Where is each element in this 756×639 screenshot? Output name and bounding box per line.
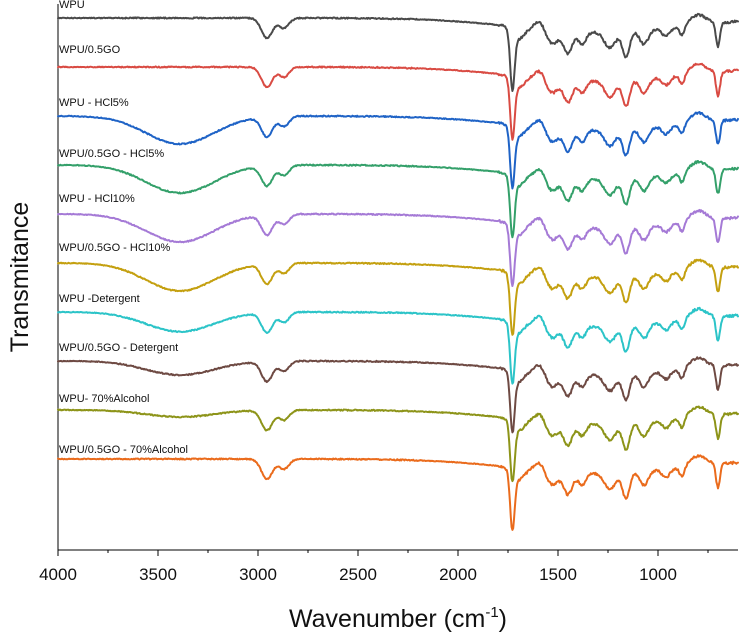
axes: 4000 3500 3000 2500 2000 1500 1000 xyxy=(39,4,738,584)
x-tick-label-1500: 1500 xyxy=(539,565,577,584)
y-axis-label: Transmitance xyxy=(6,202,34,353)
series-label-2: WPU/0.5GO xyxy=(59,44,121,56)
series-line-8 xyxy=(57,356,739,434)
series-line-9 xyxy=(57,405,739,483)
series-label-10: WPU/0.5GO - 70%Alcohol xyxy=(59,444,188,456)
series-line-7 xyxy=(57,306,739,385)
x-axis-label-superscript: -1 xyxy=(485,604,498,621)
x-axis-label: Wavenumber (cm-1) xyxy=(289,604,507,633)
series-label-8: WPU/0.5GO - Detergent xyxy=(59,342,178,354)
x-tick-label-4000: 4000 xyxy=(39,565,77,584)
x-axis-label-main: Wavenumber (cm xyxy=(289,605,485,633)
x-axis-label-suffix: ) xyxy=(499,605,507,633)
series-label-1: WPU xyxy=(59,0,85,11)
series-labels: WPU WPU/0.5GO WPU - HCl5% WPU/0.5GO - HCl5%… xyxy=(59,0,188,456)
series-label-6: WPU/0.5GO - HCl10% xyxy=(59,242,170,254)
x-tick-label-2500: 2500 xyxy=(339,565,377,584)
series-line-10 xyxy=(57,454,739,531)
series-label-5: WPU - HCl10% xyxy=(59,193,135,205)
series-label-4: WPU/0.5GO - HCl5% xyxy=(59,148,164,160)
x-tick-label-3000: 3000 xyxy=(239,565,277,584)
series-label-3: WPU - HCl5% xyxy=(59,97,129,109)
series-line-5 xyxy=(57,208,739,288)
series-line-2 xyxy=(57,62,739,141)
series-label-7: WPU -Detergent xyxy=(59,293,140,305)
series-line-1 xyxy=(57,12,739,92)
series-line-6 xyxy=(57,258,739,336)
series-group xyxy=(57,12,739,531)
x-tick-label-2000: 2000 xyxy=(439,565,477,584)
series-line-3 xyxy=(57,111,739,190)
x-tick-label-3500: 3500 xyxy=(139,565,177,584)
series-label-9: WPU- 70%Alcohol xyxy=(59,393,149,405)
series-line-4 xyxy=(57,159,739,239)
x-tick-label-1000: 1000 xyxy=(639,565,677,584)
